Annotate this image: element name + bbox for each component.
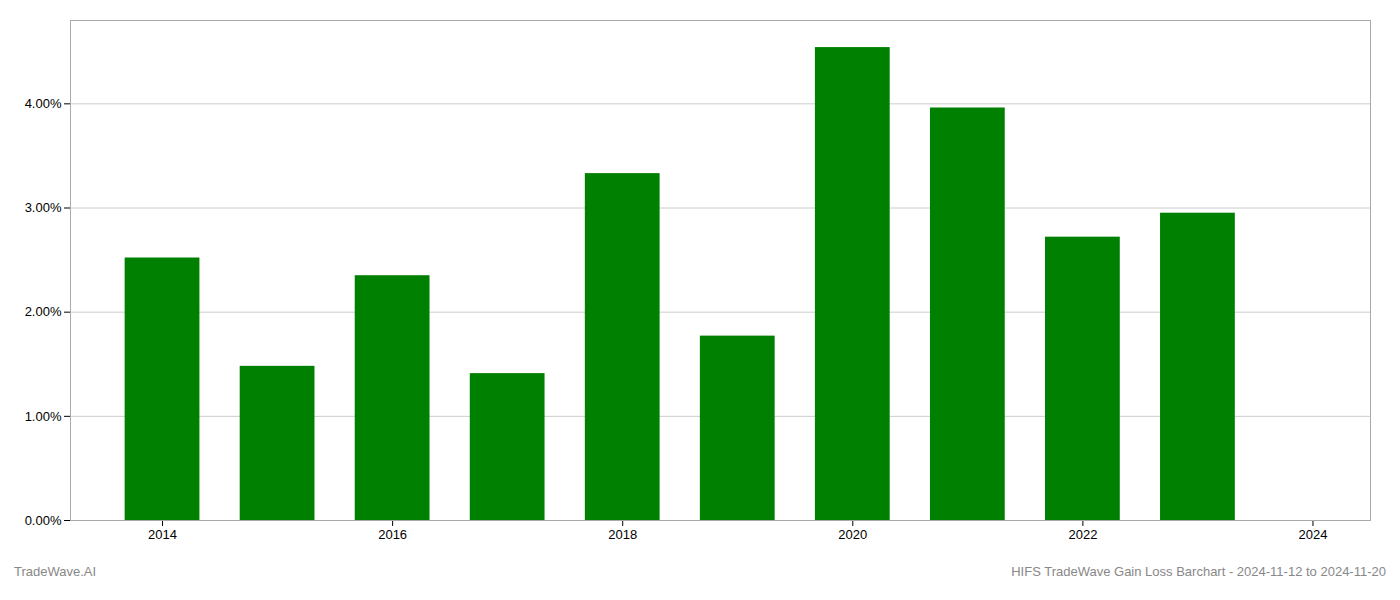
svg-text:3.00%: 3.00% [25,200,62,215]
svg-text:1.00%: 1.00% [25,408,62,423]
svg-text:2020: 2020 [838,527,867,542]
svg-text:0.00%: 0.00% [25,513,62,528]
svg-text:2022: 2022 [1068,527,1097,542]
svg-text:2014: 2014 [148,527,177,542]
html-text:TradeWave.AI: TradeWave.AI [14,564,97,579]
svg-text:4.00%: 4.00% [25,96,62,111]
svg-text:2024: 2024 [1299,527,1328,542]
html-text:HIFS TradeWave Gain Loss Barch: HIFS TradeWave Gain Loss Barchart - 2024… [1011,564,1386,579]
svg-text:2.00%: 2.00% [25,304,62,319]
svg-text:2016: 2016 [378,527,407,542]
svg-text:2018: 2018 [608,527,637,542]
